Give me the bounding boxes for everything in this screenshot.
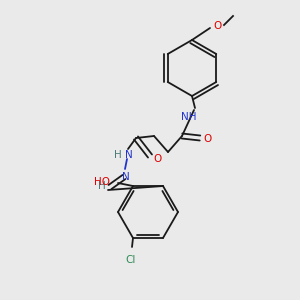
Text: O: O [213,21,221,31]
Text: H: H [114,150,122,160]
Text: O: O [154,154,162,164]
Text: Cl: Cl [126,255,136,265]
Text: N: N [122,172,130,182]
Text: NH: NH [181,112,197,122]
Text: HO: HO [94,177,110,187]
Text: H: H [98,181,106,191]
Text: O: O [204,134,212,144]
Text: N: N [125,150,133,160]
